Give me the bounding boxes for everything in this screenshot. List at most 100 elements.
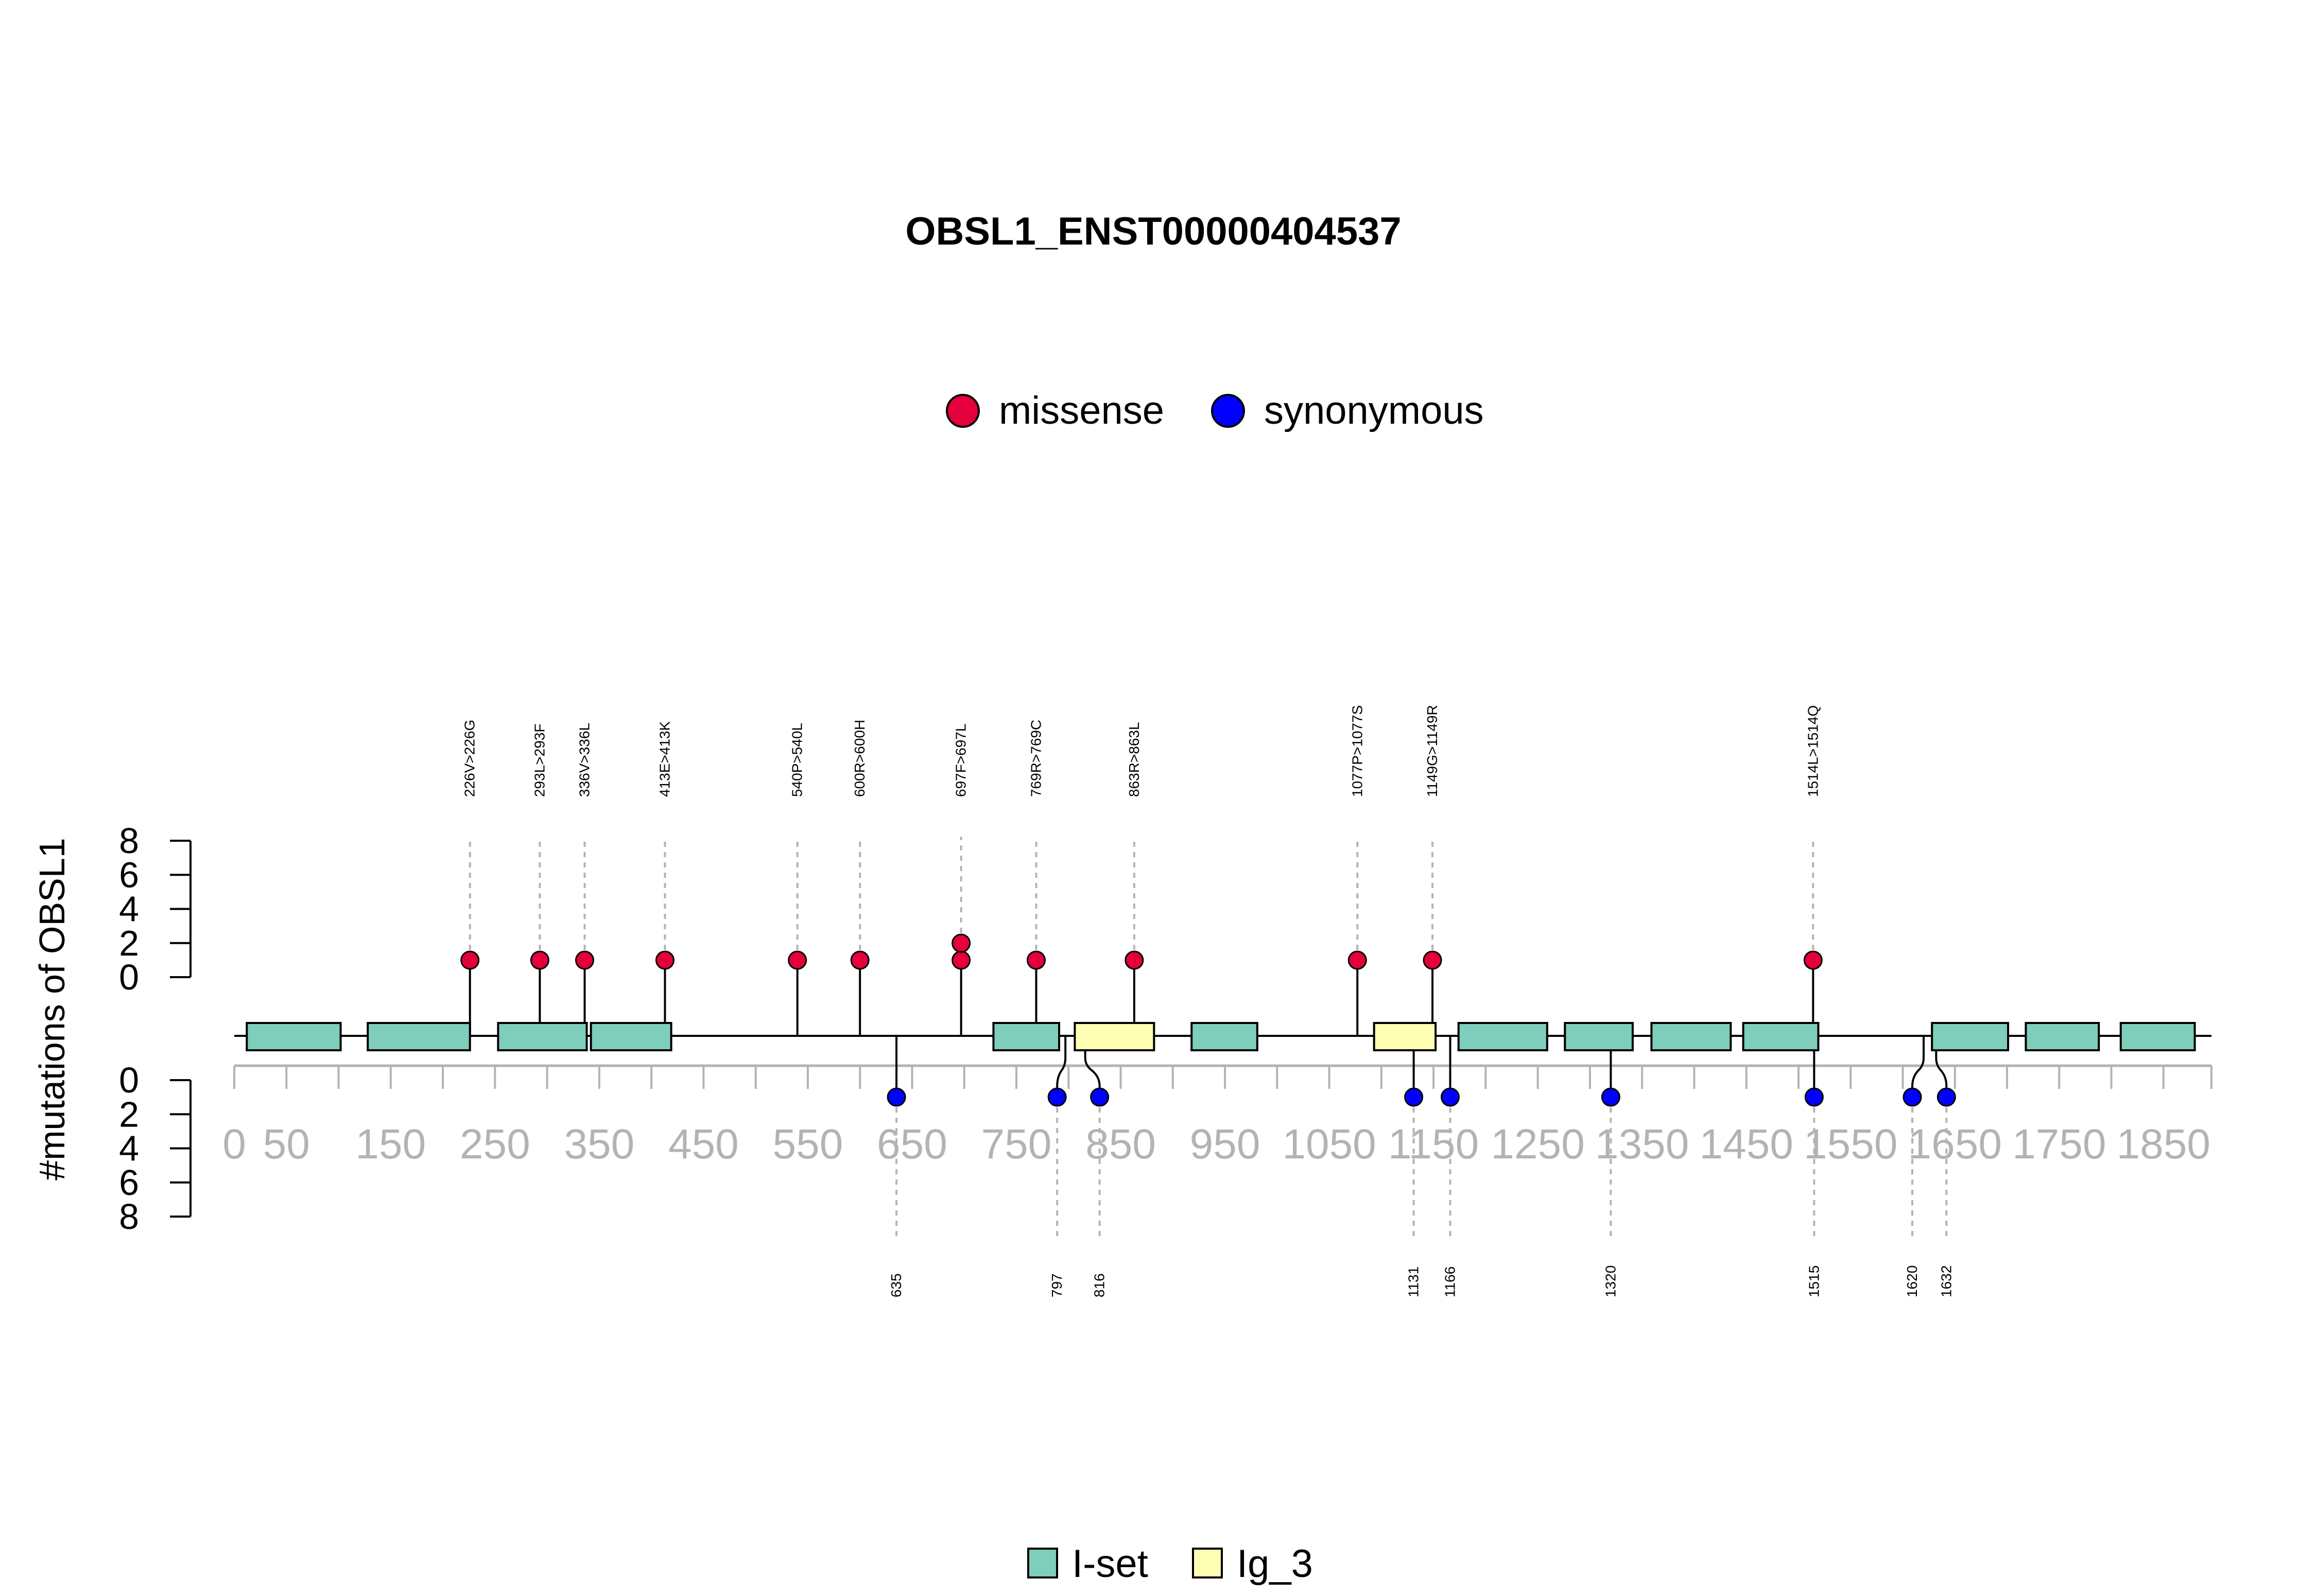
x-tick-label: 1650 [1908, 1121, 2002, 1168]
chart-title: OBSL1_ENST00000404537 [905, 210, 1401, 253]
legend-missense-marker [946, 394, 980, 428]
x-tick-label: 1750 [2012, 1121, 2106, 1168]
domain-i-set [1931, 1022, 2010, 1051]
missense-point [460, 950, 480, 970]
y-tick-label: 6 [119, 1163, 139, 1203]
domain-legend: I-set Ig_3 [1027, 1542, 1313, 1586]
x-tick-label: 1050 [1282, 1121, 1376, 1168]
synonymous-point [1090, 1087, 1110, 1107]
synonymous-label: 635 [888, 1273, 904, 1297]
x-tick-label: 850 [1085, 1121, 1156, 1168]
x-axis: 0 50 150 250 350 450 550 650 750 850 950 1050 1150 12… [222, 1064, 2212, 1168]
y-tick-label: 4 [119, 1129, 139, 1169]
x-tick-label: 550 [773, 1121, 843, 1168]
synonymous-point [1903, 1087, 1922, 1107]
domain-i-set [1742, 1022, 1820, 1051]
x-tick-label: 1250 [1491, 1121, 1584, 1168]
missense-point [530, 950, 549, 970]
synonymous-point [1047, 1087, 1067, 1107]
x-tick-label: 150 [355, 1121, 426, 1168]
y-tick-label: 6 [119, 855, 139, 895]
legend-missense-label: missense [999, 389, 1164, 432]
synonymous-label: 1166 [1442, 1267, 1458, 1297]
x-tick-label: 1550 [1804, 1121, 1897, 1168]
y-tick-label: 2 [119, 1094, 139, 1134]
x-tick-label: 1850 [2117, 1121, 2210, 1168]
synonymous-point [1804, 1087, 1824, 1107]
legend-i-set-label: I-set [1072, 1542, 1148, 1586]
missense-point [1125, 950, 1144, 970]
synonymous-label: 1620 [1904, 1265, 1920, 1297]
synonymous-label: 797 [1049, 1273, 1065, 1297]
legend-i-set-swatch [1027, 1548, 1058, 1578]
mutation-legend: missense synonymous [946, 389, 1484, 432]
synonymous-label: 1320 [1602, 1265, 1618, 1297]
domain-ig3 [1373, 1022, 1437, 1051]
legend-ig_3-label: Ig_3 [1237, 1542, 1313, 1586]
y-tick-label: 0 [119, 957, 139, 997]
y-tick-label: 4 [119, 889, 139, 929]
missense-label: 769R>769C [1028, 720, 1044, 797]
legend-synonymous-marker [1211, 394, 1245, 428]
missense-point [952, 950, 971, 970]
missense-label: 697F>697L [953, 724, 969, 797]
domain-i-set [992, 1022, 1061, 1051]
missense-label: 293L>293F [531, 724, 547, 797]
synonymous-point [1404, 1087, 1424, 1107]
synonymous-stem [1911, 1036, 1925, 1097]
domain-i-set [367, 1022, 471, 1051]
missense-labels: 226V>226G 293L>293F 336V>336L 413E>413K 540P… [462, 705, 1821, 797]
domain-ig3 [1074, 1022, 1155, 1051]
y-tick-label: 8 [119, 1196, 139, 1237]
x-tick-label: 750 [981, 1121, 1052, 1168]
missense-point [952, 933, 971, 953]
synonymous-labels: 635 797 816 1131 1166 1320 1515 1620 1632 [888, 1265, 1954, 1297]
missense-label: 413E>413K [656, 721, 672, 797]
x-tick-label: 950 [1190, 1121, 1260, 1168]
missense-point [788, 950, 807, 970]
lollipop-heads [460, 933, 1956, 1107]
protein-domains [246, 1022, 2196, 1051]
x-tick-label: 450 [668, 1121, 739, 1168]
x-tick-label: 250 [460, 1121, 530, 1168]
domain-i-set [1190, 1022, 1258, 1051]
missense-label: 863R>863L [1126, 722, 1142, 797]
synonymous-point [887, 1087, 906, 1107]
y-axis-label: #mutations of OBSL1 [32, 838, 72, 1180]
synonymous-label: 816 [1092, 1273, 1108, 1297]
x-tick-label: 1350 [1595, 1121, 1689, 1168]
x-tick-label: 1450 [1699, 1121, 1793, 1168]
synonymous-label: 1515 [1806, 1265, 1822, 1297]
synonymous-point [1441, 1087, 1460, 1107]
x-tick-label: 1150 [1388, 1121, 1479, 1168]
missense-point [850, 950, 870, 970]
missense-label: 1149G>1149R [1424, 705, 1440, 797]
x-tick-label: 650 [877, 1121, 947, 1168]
synonymous-point [1601, 1087, 1620, 1107]
domain-i-set [2025, 1022, 2100, 1051]
x-tick-label: 0 [222, 1121, 246, 1168]
y-tick-label: 0 [119, 1060, 139, 1100]
synonymous-label: 1632 [1938, 1265, 1954, 1297]
legend-ig_3-swatch [1192, 1548, 1223, 1578]
domain-i-set [497, 1022, 588, 1051]
missense-point [655, 950, 675, 970]
synonymous-stem [1084, 1036, 1101, 1097]
x-tick-label: 350 [564, 1121, 634, 1168]
y-tick-label: 8 [119, 821, 139, 861]
synonymous-stem [1935, 1036, 1948, 1097]
missense-point [575, 950, 595, 970]
domain-i-set [2119, 1022, 2196, 1051]
x-tick-label: 50 [263, 1121, 310, 1168]
domain-i-set [590, 1022, 672, 1051]
missense-label: 600R>600H [852, 720, 868, 797]
legend-synonymous-label: synonymous [1264, 389, 1484, 432]
missense-label: 336V>336L [577, 723, 593, 797]
missense-label: 1077P>1077S [1349, 705, 1365, 797]
missense-point [1347, 950, 1367, 970]
synonymous-point [1936, 1087, 1956, 1107]
domain-i-set [246, 1022, 342, 1051]
